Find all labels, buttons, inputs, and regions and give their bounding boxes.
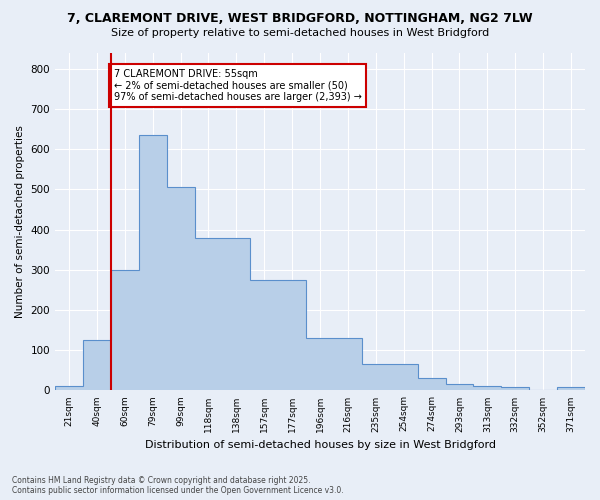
Text: 7, CLAREMONT DRIVE, WEST BRIDGFORD, NOTTINGHAM, NG2 7LW: 7, CLAREMONT DRIVE, WEST BRIDGFORD, NOTT… <box>67 12 533 26</box>
X-axis label: Distribution of semi-detached houses by size in West Bridgford: Distribution of semi-detached houses by … <box>145 440 496 450</box>
Text: Size of property relative to semi-detached houses in West Bridgford: Size of property relative to semi-detach… <box>111 28 489 38</box>
Y-axis label: Number of semi-detached properties: Number of semi-detached properties <box>15 125 25 318</box>
Text: Contains HM Land Registry data © Crown copyright and database right 2025.
Contai: Contains HM Land Registry data © Crown c… <box>12 476 344 495</box>
Text: 7 CLAREMONT DRIVE: 55sqm
← 2% of semi-detached houses are smaller (50)
97% of se: 7 CLAREMONT DRIVE: 55sqm ← 2% of semi-de… <box>113 68 361 102</box>
